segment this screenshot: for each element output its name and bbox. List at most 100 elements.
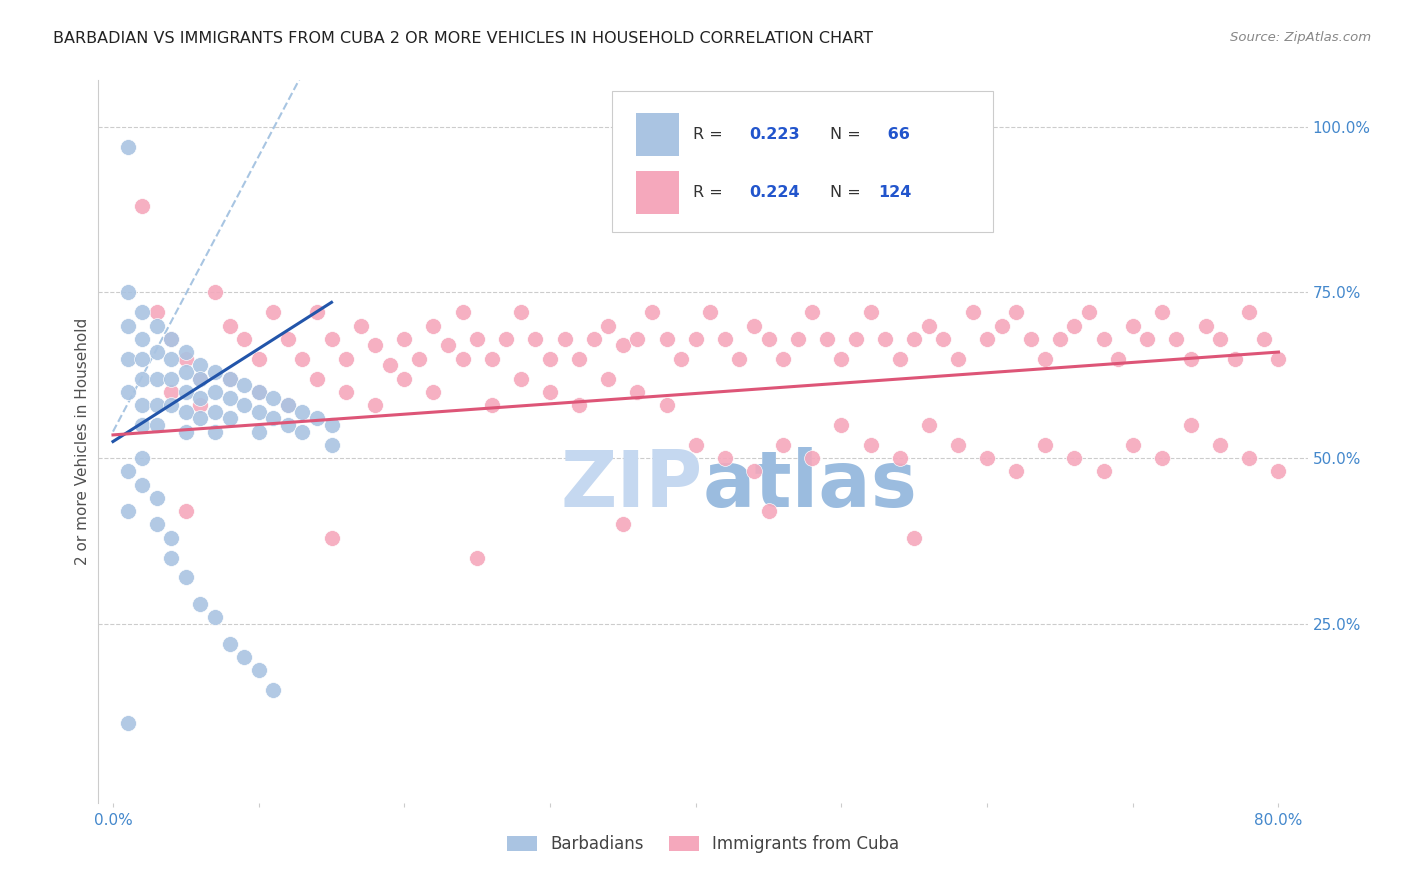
Point — [918, 417, 941, 432]
Point — [233, 650, 256, 665]
Point — [262, 683, 284, 698]
Point — [845, 332, 868, 346]
Point — [174, 405, 197, 419]
Point — [218, 371, 240, 385]
Point — [145, 345, 167, 359]
Point — [1107, 351, 1129, 366]
Point — [1136, 332, 1159, 346]
Point — [117, 716, 139, 731]
Point — [218, 318, 240, 333]
Point — [801, 451, 824, 466]
Point — [538, 351, 561, 366]
FancyBboxPatch shape — [637, 170, 679, 214]
Point — [612, 338, 634, 352]
Point — [117, 384, 139, 399]
Point — [451, 351, 474, 366]
Point — [117, 464, 139, 478]
Point — [568, 351, 591, 366]
Point — [160, 332, 183, 346]
Point — [1194, 318, 1216, 333]
Point — [685, 438, 707, 452]
Point — [131, 477, 153, 491]
Point — [174, 365, 197, 379]
Point — [509, 371, 531, 385]
Point — [815, 332, 838, 346]
Point — [247, 351, 270, 366]
Point — [117, 504, 139, 518]
Text: Source: ZipAtlas.com: Source: ZipAtlas.com — [1230, 31, 1371, 45]
Point — [174, 504, 197, 518]
Text: ZIP: ZIP — [561, 447, 703, 523]
Point — [1122, 318, 1144, 333]
Point — [160, 550, 183, 565]
Point — [145, 371, 167, 385]
Text: R =: R = — [693, 127, 728, 142]
Text: 0.224: 0.224 — [749, 185, 800, 200]
Point — [131, 199, 153, 213]
Point — [145, 517, 167, 532]
Point — [976, 332, 998, 346]
Text: 124: 124 — [879, 185, 911, 200]
Point — [131, 371, 153, 385]
Point — [131, 417, 153, 432]
Point — [160, 332, 183, 346]
Point — [1092, 464, 1115, 478]
Point — [1033, 351, 1056, 366]
Text: BARBADIAN VS IMMIGRANTS FROM CUBA 2 OR MORE VEHICLES IN HOUSEHOLD CORRELATION CH: BARBADIAN VS IMMIGRANTS FROM CUBA 2 OR M… — [53, 31, 873, 46]
Point — [509, 305, 531, 319]
Point — [160, 531, 183, 545]
Point — [495, 332, 517, 346]
Point — [277, 398, 299, 412]
Point — [145, 417, 167, 432]
Point — [481, 398, 503, 412]
Point — [204, 285, 226, 300]
Point — [335, 351, 357, 366]
Point — [1180, 417, 1202, 432]
Point — [538, 384, 561, 399]
Legend: Barbadians, Immigrants from Cuba: Barbadians, Immigrants from Cuba — [501, 828, 905, 860]
Point — [582, 332, 605, 346]
Point — [394, 332, 416, 346]
Point — [481, 351, 503, 366]
Point — [758, 332, 780, 346]
Point — [932, 332, 955, 346]
Point — [655, 332, 678, 346]
Point — [1005, 305, 1028, 319]
Point — [190, 359, 212, 373]
Point — [830, 417, 852, 432]
Point — [859, 305, 882, 319]
Point — [321, 531, 343, 545]
Point — [190, 371, 212, 385]
Point — [465, 332, 488, 346]
Point — [1239, 451, 1261, 466]
Point — [875, 332, 897, 346]
Point — [465, 550, 488, 565]
Point — [218, 637, 240, 651]
Point — [262, 305, 284, 319]
Point — [321, 332, 343, 346]
Text: N =: N = — [830, 185, 866, 200]
Point — [204, 425, 226, 439]
Point — [1150, 451, 1173, 466]
Point — [641, 305, 664, 319]
Point — [364, 398, 387, 412]
Point — [190, 392, 212, 406]
Text: 0.223: 0.223 — [749, 127, 800, 142]
Point — [305, 305, 328, 319]
Point — [772, 438, 794, 452]
Point — [1033, 438, 1056, 452]
Point — [728, 351, 751, 366]
Point — [742, 318, 765, 333]
Point — [233, 398, 256, 412]
Text: R =: R = — [693, 185, 728, 200]
Point — [190, 411, 212, 425]
Point — [801, 305, 824, 319]
Point — [1223, 351, 1246, 366]
Point — [962, 305, 984, 319]
Point — [1209, 332, 1232, 346]
Point — [612, 517, 634, 532]
Point — [291, 425, 314, 439]
Point — [218, 371, 240, 385]
Point — [233, 332, 256, 346]
Point — [889, 451, 911, 466]
